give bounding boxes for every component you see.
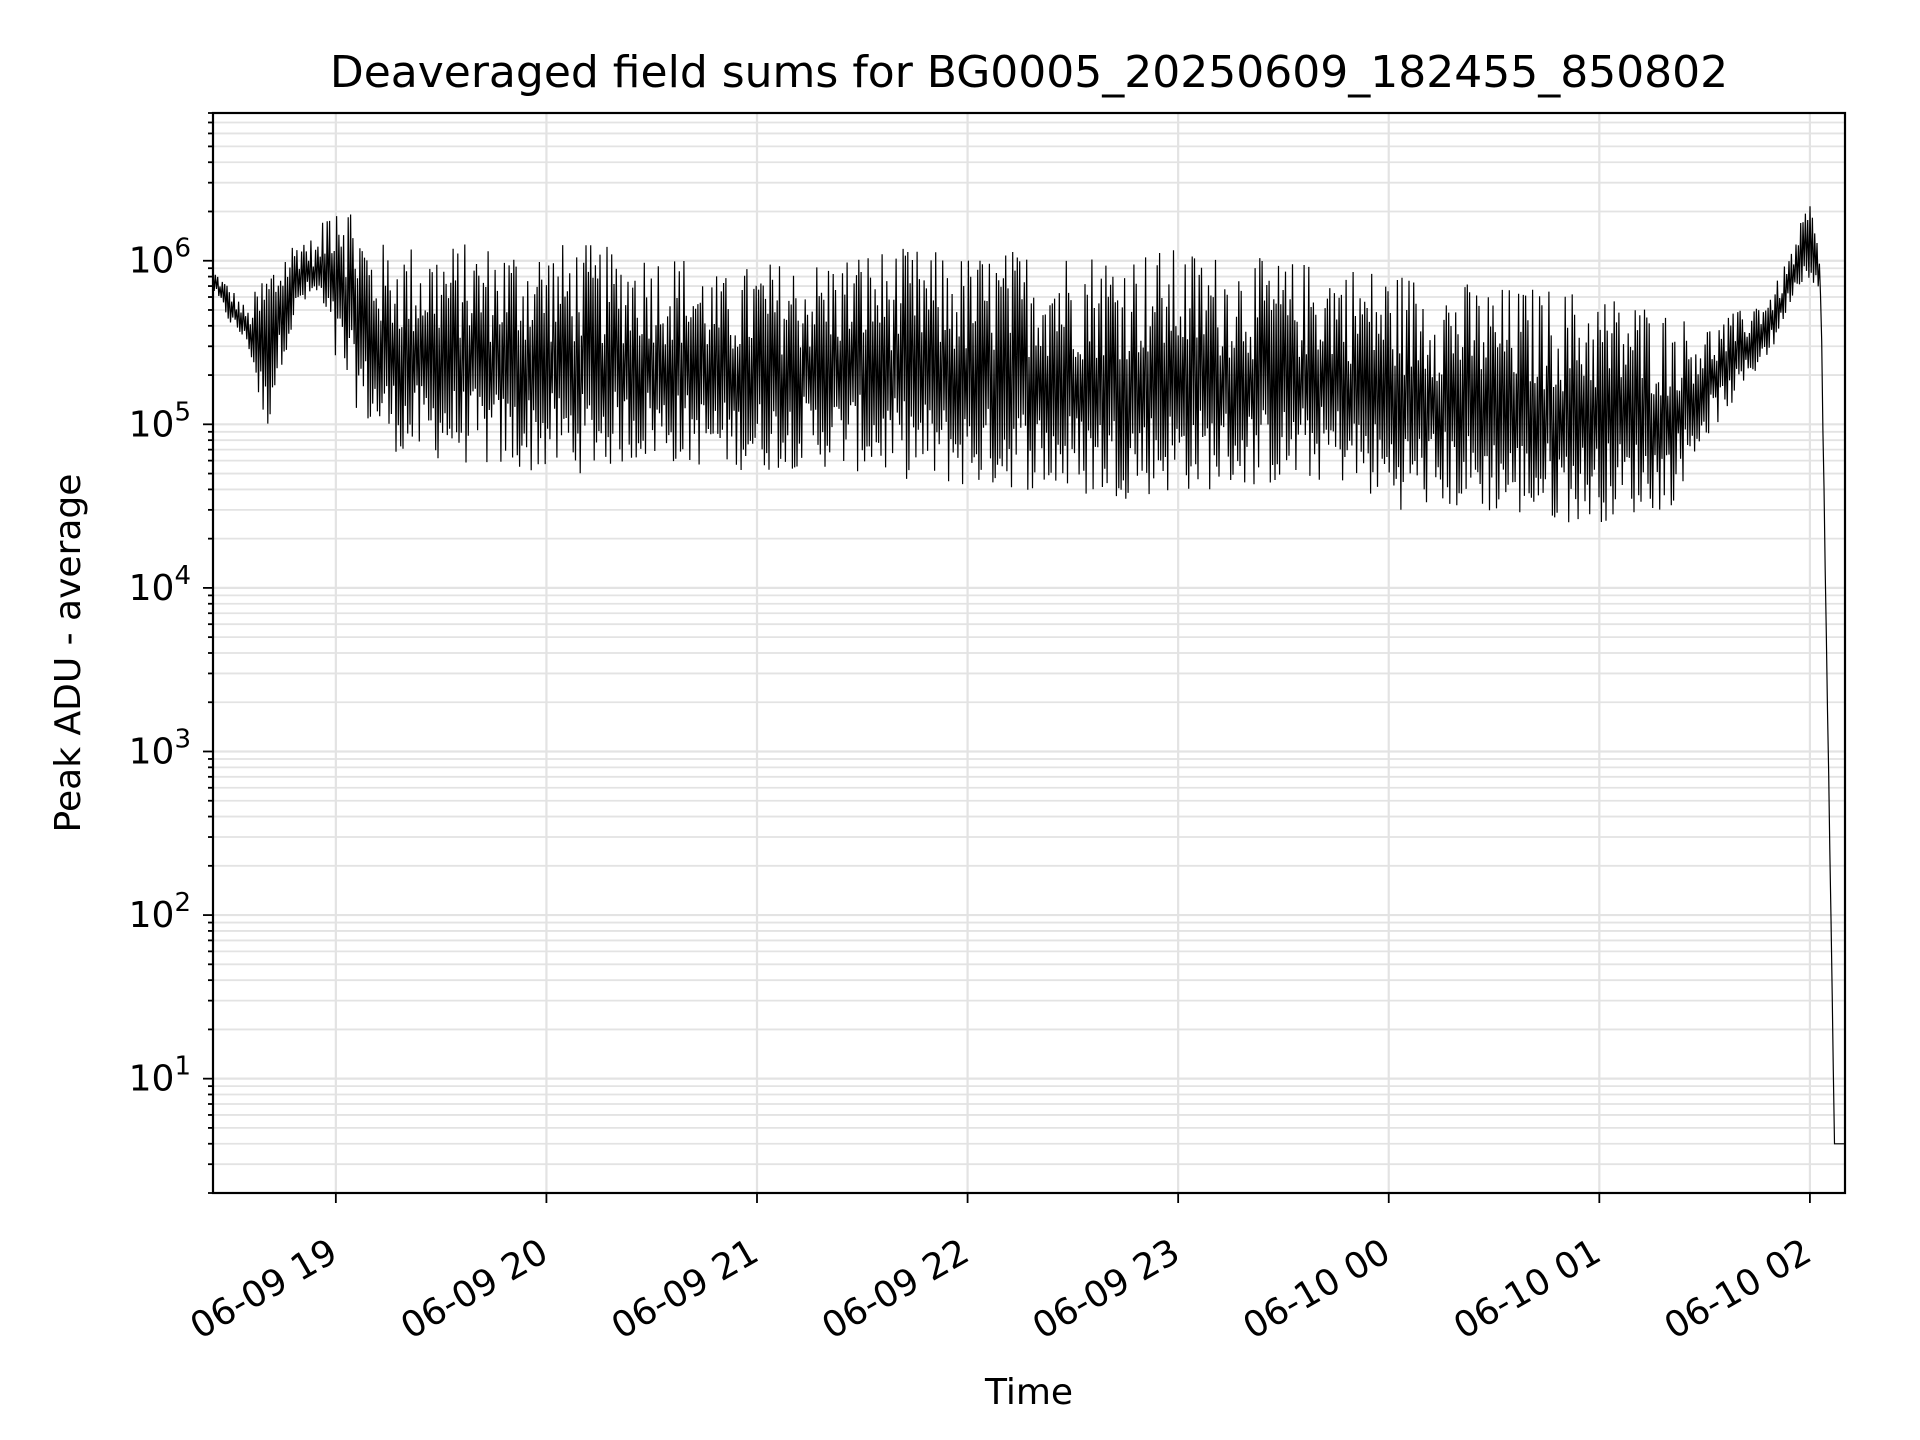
y-tick-base: 10 — [129, 568, 175, 609]
y-tick-base: 10 — [129, 895, 175, 936]
y-tick-label: 105 — [129, 397, 191, 445]
y-tick-exponent: 3 — [174, 724, 191, 754]
x-axis-label: Time — [984, 1372, 1073, 1413]
y-tick-exponent: 4 — [174, 561, 191, 591]
y-tick-label: 106 — [129, 234, 191, 282]
y-tick-base: 10 — [129, 241, 175, 282]
y-tick-exponent: 2 — [174, 888, 191, 918]
y-tick-label: 104 — [129, 561, 191, 609]
data-series — [212, 206, 1845, 1145]
y-tick-base: 10 — [129, 731, 175, 772]
y-tick-exponent: 6 — [174, 234, 191, 264]
y-tick-exponent: 5 — [174, 397, 191, 427]
chart-title: Deaveraged field sums for BG0005_2025060… — [330, 47, 1728, 98]
y-axis-label: Peak ADU - average — [48, 474, 89, 833]
series-line — [212, 206, 1845, 1145]
y-tick-label: 103 — [129, 724, 191, 772]
y-tick-label: 102 — [129, 888, 191, 936]
y-tick-label: 101 — [129, 1052, 191, 1100]
y-tick-base: 10 — [129, 404, 175, 445]
y-tick-base: 10 — [129, 1059, 175, 1100]
y-tick-exponent: 1 — [174, 1052, 191, 1082]
